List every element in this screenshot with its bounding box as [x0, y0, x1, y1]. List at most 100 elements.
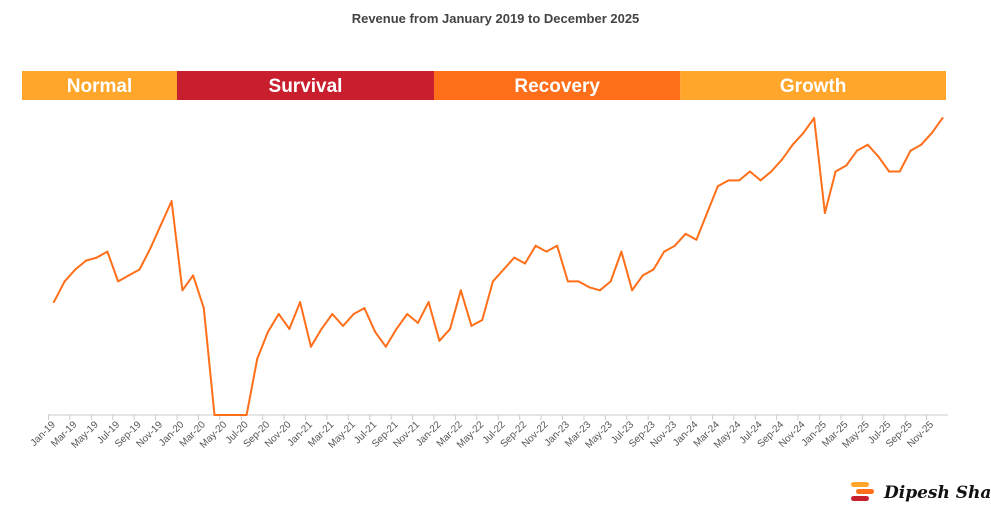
- data-point-Dec-25: [941, 117, 944, 119]
- data-point-May-23: [609, 280, 612, 283]
- data-point-Nov-19: [159, 223, 162, 226]
- data-point-Jul-24: [759, 179, 762, 182]
- data-point-May-24: [738, 179, 741, 182]
- data-point-Nov-23: [673, 244, 676, 247]
- data-point-Oct-22: [534, 244, 537, 247]
- data-point-Jan-25: [823, 212, 826, 215]
- data-point-Nov-20: [288, 327, 291, 330]
- data-point-Mar-25: [845, 164, 848, 167]
- logo-text: Dipesh Shah: [883, 483, 991, 503]
- phase-band-recovery: [434, 71, 681, 100]
- phase-band-survival: [177, 71, 434, 100]
- data-point-Aug-23: [641, 274, 644, 277]
- data-point-Apr-25: [855, 149, 858, 152]
- data-point-Dec-22: [556, 244, 559, 247]
- data-point-Jan-21: [309, 345, 312, 348]
- data-point-Jan-24: [695, 238, 698, 241]
- data-point-Oct-23: [663, 250, 666, 253]
- data-point-Nov-21: [416, 321, 419, 324]
- revenue-line: [53, 117, 944, 416]
- data-point-Nov-25: [930, 131, 933, 134]
- data-point-Sep-23: [652, 268, 655, 271]
- data-point-Feb-21: [320, 327, 323, 330]
- data-point-Apr-19: [84, 259, 87, 262]
- data-point-Feb-23: [577, 280, 580, 283]
- data-point-May-20: [224, 414, 227, 416]
- data-point-Jul-19: [117, 280, 120, 283]
- logo: Dipesh Shah: [851, 482, 991, 503]
- phase-label: Recovery: [514, 76, 600, 97]
- data-point-Jan-23: [566, 280, 569, 283]
- data-point-Apr-20: [213, 414, 216, 416]
- data-point-Apr-24: [727, 179, 730, 182]
- data-point-Aug-20: [256, 357, 259, 360]
- data-point-Jul-21: [374, 330, 377, 333]
- data-point-May-22: [481, 318, 484, 321]
- data-point-Jan-22: [438, 339, 441, 342]
- data-point-Oct-24: [791, 143, 794, 146]
- chart-title: Revenue from January 2019 to December 20…: [351, 11, 640, 26]
- data-point-Sep-25: [909, 149, 912, 152]
- logo-bar-3: [851, 496, 869, 501]
- data-point-Aug-24: [770, 170, 773, 173]
- data-point-Jul-25: [888, 170, 891, 173]
- data-point-May-19: [95, 256, 98, 259]
- data-point-Apr-22: [470, 324, 473, 327]
- data-point-Aug-25: [898, 170, 901, 173]
- data-point-Feb-22: [449, 327, 452, 330]
- data-point-Nov-22: [545, 250, 548, 253]
- data-point-Nov-24: [802, 131, 805, 134]
- phase-label: Normal: [67, 76, 132, 97]
- data-point-Sep-21: [395, 327, 398, 330]
- data-points: [52, 117, 944, 416]
- data-point-Jan-20: [181, 289, 184, 292]
- data-point-Dec-24: [813, 117, 816, 119]
- data-point-Sep-19: [138, 268, 141, 271]
- data-point-Dec-21: [427, 301, 430, 304]
- data-point-Jul-20: [245, 414, 248, 416]
- data-point-Apr-23: [598, 289, 601, 292]
- data-point-Sep-20: [267, 330, 270, 333]
- phase-band-normal: [22, 71, 177, 100]
- data-point-Feb-20: [192, 274, 195, 277]
- logo-bar-1: [851, 482, 869, 487]
- data-point-Jun-20: [234, 414, 237, 416]
- data-point-Mar-19: [74, 268, 77, 271]
- data-point-Jun-23: [620, 250, 623, 253]
- phase-band-growth: [680, 71, 946, 100]
- data-point-Aug-22: [513, 256, 516, 259]
- data-point-Jul-22: [502, 268, 505, 271]
- data-point-May-21: [352, 313, 355, 316]
- data-point-Oct-25: [920, 143, 923, 146]
- data-point-Feb-19: [63, 280, 66, 283]
- data-point-May-25: [866, 143, 869, 146]
- data-point-Aug-21: [384, 345, 387, 348]
- x-ticks: Jan-19Mar-19May-19Jul-19Sep-19Nov-19Jan-…: [29, 415, 936, 451]
- data-point-Feb-24: [706, 212, 709, 215]
- data-point-Jun-22: [491, 280, 494, 283]
- data-point-Jun-21: [363, 307, 366, 310]
- data-point-Mar-22: [459, 289, 462, 292]
- data-point-Mar-23: [588, 286, 591, 289]
- data-point-Sep-22: [524, 262, 527, 265]
- data-point-Apr-21: [341, 324, 344, 327]
- data-point-Dec-19: [170, 200, 173, 203]
- phase-bands: Normal Survival Recovery Growth: [22, 71, 946, 100]
- logo-bar-2: [856, 489, 874, 494]
- phase-label: Growth: [780, 76, 847, 97]
- data-point-Aug-19: [127, 274, 130, 277]
- data-point-Mar-20: [202, 307, 205, 310]
- data-point-Jun-19: [106, 250, 109, 253]
- phase-label: Survival: [269, 76, 343, 97]
- data-point-Jul-23: [631, 289, 634, 292]
- data-point-Mar-24: [716, 185, 719, 188]
- data-point-Dec-23: [684, 232, 687, 235]
- data-point-Feb-25: [834, 170, 837, 173]
- data-point-Mar-21: [331, 313, 334, 316]
- data-point-Jun-25: [877, 155, 880, 158]
- data-point-Jun-24: [748, 170, 751, 173]
- data-point-Dec-20: [299, 301, 302, 304]
- data-point-Sep-24: [781, 158, 784, 161]
- data-point-Oct-20: [277, 313, 280, 316]
